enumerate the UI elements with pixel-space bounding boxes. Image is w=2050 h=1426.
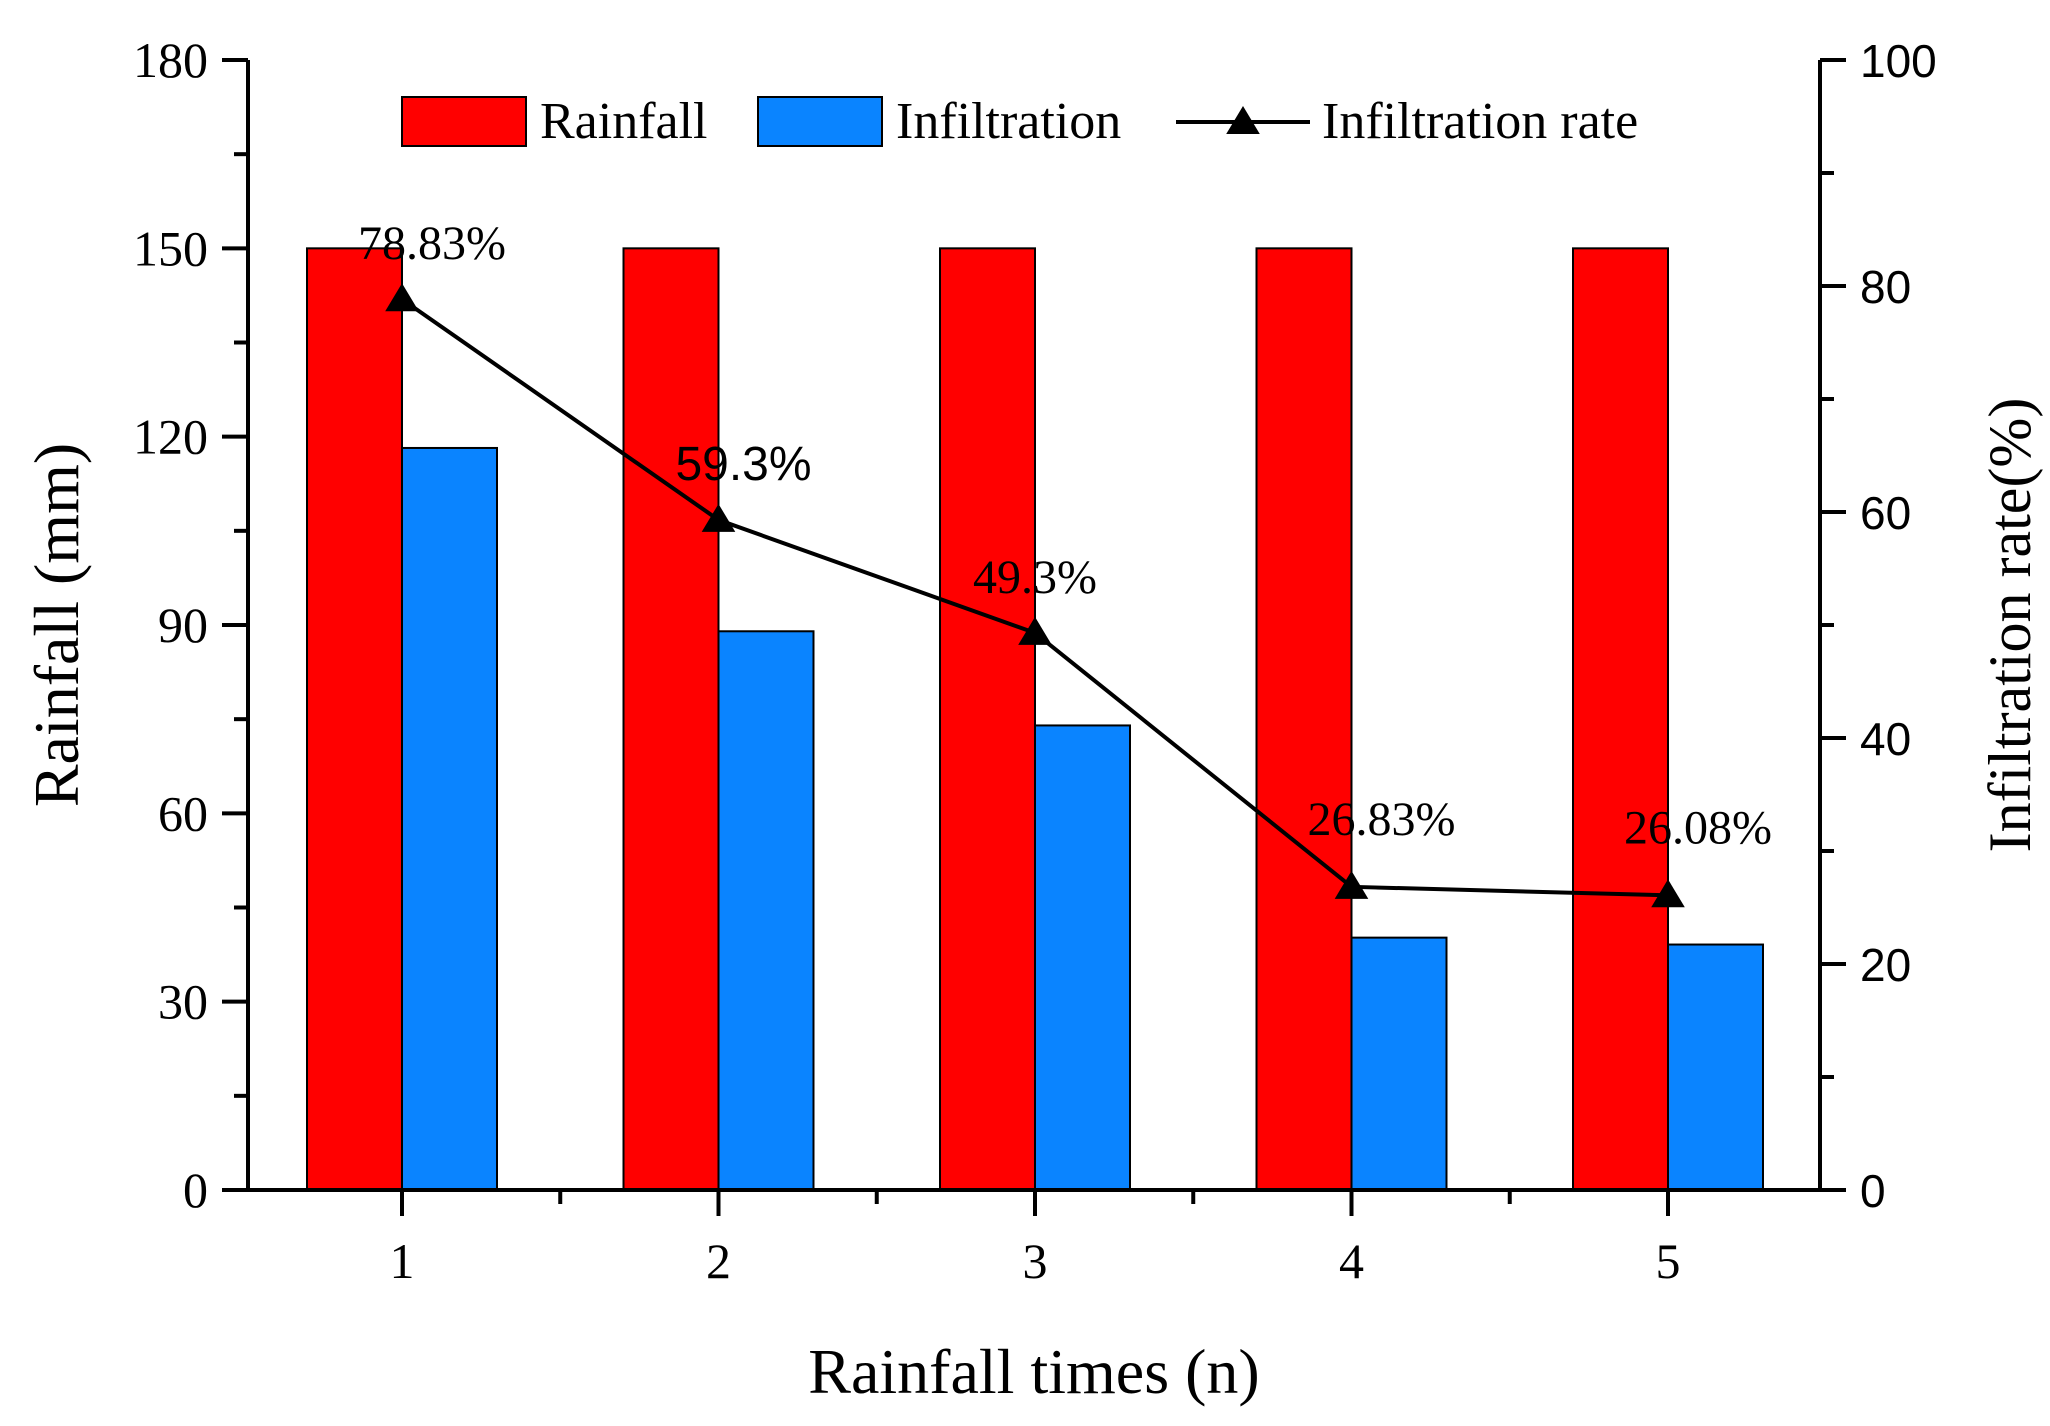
legend-rainfall-label: Rainfall <box>540 93 708 150</box>
rate-point-2 <box>701 503 736 532</box>
rate-data-label-5: 26.08% <box>1624 801 1772 854</box>
labels-layer: 78.83% 59.3% 49.3% 26.83% 26.08% <box>358 217 1772 854</box>
rate-data-label-2: 59.3% <box>675 438 811 491</box>
y-tick-label-4: 120 <box>133 409 208 465</box>
x-tick-label-3: 3 <box>1023 1233 1048 1289</box>
bar-infiltration-2 <box>717 630 815 1191</box>
y-tick-label-2: 60 <box>158 785 208 841</box>
legend-rainfall-swatch <box>401 96 527 147</box>
bar-rainfall-3 <box>939 247 1036 1192</box>
y2-axis-title: Infiltration rate(%) <box>1977 398 2043 853</box>
line-layer <box>385 283 1685 908</box>
y-tick-label-0: 0 <box>183 1162 208 1218</box>
rate-point-1 <box>385 283 419 312</box>
x-tick-label-4: 4 <box>1339 1233 1364 1289</box>
bars-layer <box>306 247 1764 1192</box>
rate-point-5 <box>1651 879 1685 908</box>
rate-data-label-1: 78.83% <box>358 217 506 270</box>
y-tick-label-3: 90 <box>158 597 208 653</box>
bar-rainfall-5 <box>1572 247 1669 1192</box>
legend-infiltration-swatch <box>757 96 883 147</box>
bar-infiltration-3 <box>1034 724 1131 1191</box>
legend: Rainfall Infiltration Infiltration rate <box>401 93 1638 150</box>
x-tick-label-5: 5 <box>1656 1233 1681 1289</box>
y2-tick-label-5: 100 <box>1860 35 1937 87</box>
axes-layer: 0 30 60 90 120 150 180 0 20 40 60 80 100 1 2 3 4 5 Rainfal… <box>21 32 2043 1407</box>
bar-rainfall-4 <box>1255 247 1353 1192</box>
bar-infiltration-4 <box>1350 936 1448 1192</box>
rate-data-label-4: 26.83% <box>1308 793 1456 846</box>
y-axis-title: Rainfall (mm) <box>21 443 92 807</box>
bar-infiltration-1 <box>401 446 498 1191</box>
y2-tick-label-2: 40 <box>1860 713 1911 765</box>
y-tick-label-5: 150 <box>133 220 208 276</box>
x-tick-label-2: 2 <box>706 1233 731 1289</box>
y-tick-label-6: 180 <box>133 32 208 88</box>
x-tick-label-1: 1 <box>390 1233 415 1289</box>
y2-tick-label-0: 0 <box>1860 1165 1886 1217</box>
legend-rate-label: Infiltration rate <box>1322 93 1638 150</box>
bar-infiltration-5 <box>1667 943 1764 1191</box>
bar-rainfall-2 <box>622 247 720 1192</box>
rate-point-3 <box>1018 616 1052 645</box>
rate-data-label-3: 49.3% <box>973 551 1097 604</box>
bar-rainfall-1 <box>306 247 403 1192</box>
y2-tick-label-4: 80 <box>1860 261 1911 313</box>
y2-tick-label-1: 20 <box>1860 939 1911 991</box>
rate-point-4 <box>1334 870 1369 899</box>
legend-rate-marker <box>1226 106 1260 134</box>
legend-infiltration-label: Infiltration <box>896 93 1121 150</box>
y-tick-label-1: 30 <box>158 974 208 1030</box>
y2-tick-label-3: 60 <box>1860 487 1911 539</box>
x-axis-title: Rainfall times (n) <box>808 1336 1259 1407</box>
